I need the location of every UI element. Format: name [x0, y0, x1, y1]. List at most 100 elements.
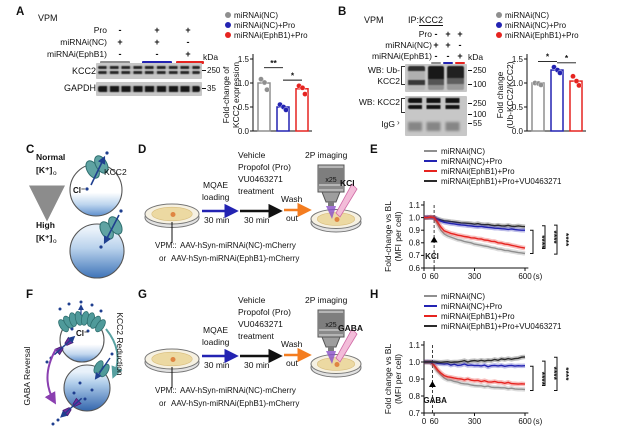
svg-text:KCl: KCl [425, 252, 439, 261]
svg-text:1.1: 1.1 [409, 201, 421, 210]
condition-value: - [155, 49, 159, 59]
panel-g-letter: G [138, 289, 147, 301]
loading-label: loading [202, 337, 230, 347]
legend-label: miRNAi(NC)+Pro [234, 20, 296, 30]
stimulus-label: GABA [338, 323, 363, 333]
svg-text:0.5: 0.5 [238, 103, 250, 112]
mqae-label: MQAE [203, 325, 228, 335]
lane-group-marker-red [176, 61, 204, 64]
panel-a-legend: miRNAi(NC) miRNAi(NC)+Pro miRNAi(EphB1)+… [225, 10, 308, 40]
svg-text:****: **** [561, 233, 571, 247]
condition-value: + [445, 29, 451, 39]
svg-text:(Ub-KCC2/KCC2): (Ub-KCC2/KCC2) [505, 61, 515, 128]
ip-target: KCC2 [419, 15, 444, 26]
cl-ion-dot [45, 360, 49, 364]
panel-f-letter: F [26, 289, 34, 301]
blot-label-gapdh: GAPDH [63, 83, 96, 93]
igg-arrow-icon: › [397, 118, 400, 127]
svg-text:*: * [546, 52, 550, 62]
panel-b-bar-chart: Fold change (Ub-KCC2/KCC2)0.0 0.5 1.0 1.5 * * [495, 52, 586, 136]
panel-c-letter: C [26, 144, 35, 156]
k-out-label: [K⁺] [36, 165, 52, 175]
blot-label-kcc2: KCC2 [71, 66, 96, 76]
panel-d-letter: D [138, 144, 147, 156]
gaba-receptor-icon [60, 397, 83, 418]
svg-text:60: 60 [430, 272, 439, 281]
lane-marker-gray [431, 62, 441, 64]
high-label: High [36, 220, 55, 230]
ub-kcc2-western-blot [405, 64, 467, 92]
svg-text:****: **** [537, 235, 547, 249]
svg-text:Fold change: Fold change [495, 71, 505, 118]
lane-group-marker-gray [100, 61, 130, 64]
legend-line-blue [424, 304, 437, 308]
loading-label: loading [202, 192, 230, 202]
legend-label: miRNAi(EphB1)+Pro [441, 311, 515, 321]
cl-efflux-arrow [90, 155, 106, 186]
cl-ion-dot [51, 422, 55, 426]
or-word: or [159, 254, 166, 263]
condition-value: - [186, 37, 190, 47]
legend-label: miRNAi(NC)+Pro [441, 156, 503, 166]
cl-ion-dot [56, 418, 60, 422]
marker-tick [468, 70, 472, 72]
svg-text:1.0: 1.0 [238, 79, 250, 88]
cl-ion-dots [58, 300, 103, 333]
k-out-subscript: o [53, 170, 57, 177]
mw-marker-100: 100 [473, 110, 487, 119]
cl-influx-arrow [103, 214, 120, 245]
legend-label: miRNAi(NC) [505, 10, 549, 20]
svg-text:0.0: 0.0 [512, 127, 524, 136]
stimulus-label: KCl [340, 178, 355, 188]
condition-label: Pro [93, 25, 107, 35]
treatment-line: treatment [238, 331, 275, 341]
marker-tick [202, 70, 206, 72]
svg-text:1.0: 1.0 [409, 213, 421, 222]
svg-text:1.5: 1.5 [238, 55, 250, 64]
marker-tick [468, 103, 472, 105]
svg-text:0.6: 0.6 [409, 264, 421, 273]
mw-marker-35: 35 [207, 84, 216, 93]
legend-label: miRNAi(EphB1)+Pro+VU0463271 [441, 176, 562, 186]
svg-text:0.8: 0.8 [409, 392, 421, 401]
condition-label: miRNAi(NC) [60, 37, 107, 47]
blot-lane [447, 66, 465, 90]
condition-value: - [434, 51, 438, 61]
lane-marker-blue [443, 62, 453, 64]
cl-label: Cl⁻ [76, 329, 88, 338]
legend-item: miRNAi(EphB1)+Pro [424, 311, 562, 321]
condition-value: - [118, 49, 122, 59]
svg-text:300: 300 [468, 417, 482, 426]
svg-text:1.1: 1.1 [409, 341, 421, 350]
or-word: or [159, 399, 166, 408]
objective-mag-label: x25 [325, 322, 336, 329]
normal-label: Normal [36, 152, 65, 162]
marker-tick [468, 123, 472, 125]
duration-label: 30 min [204, 215, 230, 225]
panel-d-workflow: Vehicle Propofol (Pro) VU0463271 treatme… [144, 150, 362, 263]
svg-text:(s): (s) [533, 272, 543, 281]
legend-line-blue [424, 159, 437, 163]
panel-c-diagram: Normal [K⁺] o KCC2 Cl⁻ High [K⁺] o [29, 151, 127, 279]
kcc2-igg-western-blot [405, 96, 467, 136]
panel-b-region-label: VPM [364, 15, 384, 25]
svg-text:0.5: 0.5 [512, 103, 524, 112]
kcc2-crown-icons [58, 311, 106, 333]
legend-label: miRNAi(NC) [441, 291, 485, 301]
cl-ion-dot [105, 151, 109, 155]
legend-item: miRNAi(EphB1)+Pro [424, 166, 562, 176]
panel-f-diagram: Cl⁻ GABA Reversal KCC2 Reduction [22, 300, 125, 426]
legend-label: miRNAi(EphB1)+Pro [441, 166, 515, 176]
legend-item: miRNAi(NC) [424, 146, 562, 156]
svg-text:1.0: 1.0 [409, 358, 421, 367]
wb-kcc2-label: WB: KCC2 [358, 97, 400, 107]
svg-text:KCC2 expression: KCC2 expression [231, 62, 241, 128]
legend-dot-gray [225, 12, 231, 18]
svg-text:0.7: 0.7 [409, 409, 421, 418]
kcc2-reduction-label: KCC2 Reduction [115, 312, 125, 376]
panel-g-workflow: Vehicle Propofol (Pro) VU0463271 treatme… [144, 295, 363, 408]
cl-ion-dot [99, 245, 103, 249]
condition-value: + [457, 51, 463, 61]
workflow-shapes [144, 309, 362, 388]
wb-ub-label-1: WB: Ub- [367, 65, 400, 75]
